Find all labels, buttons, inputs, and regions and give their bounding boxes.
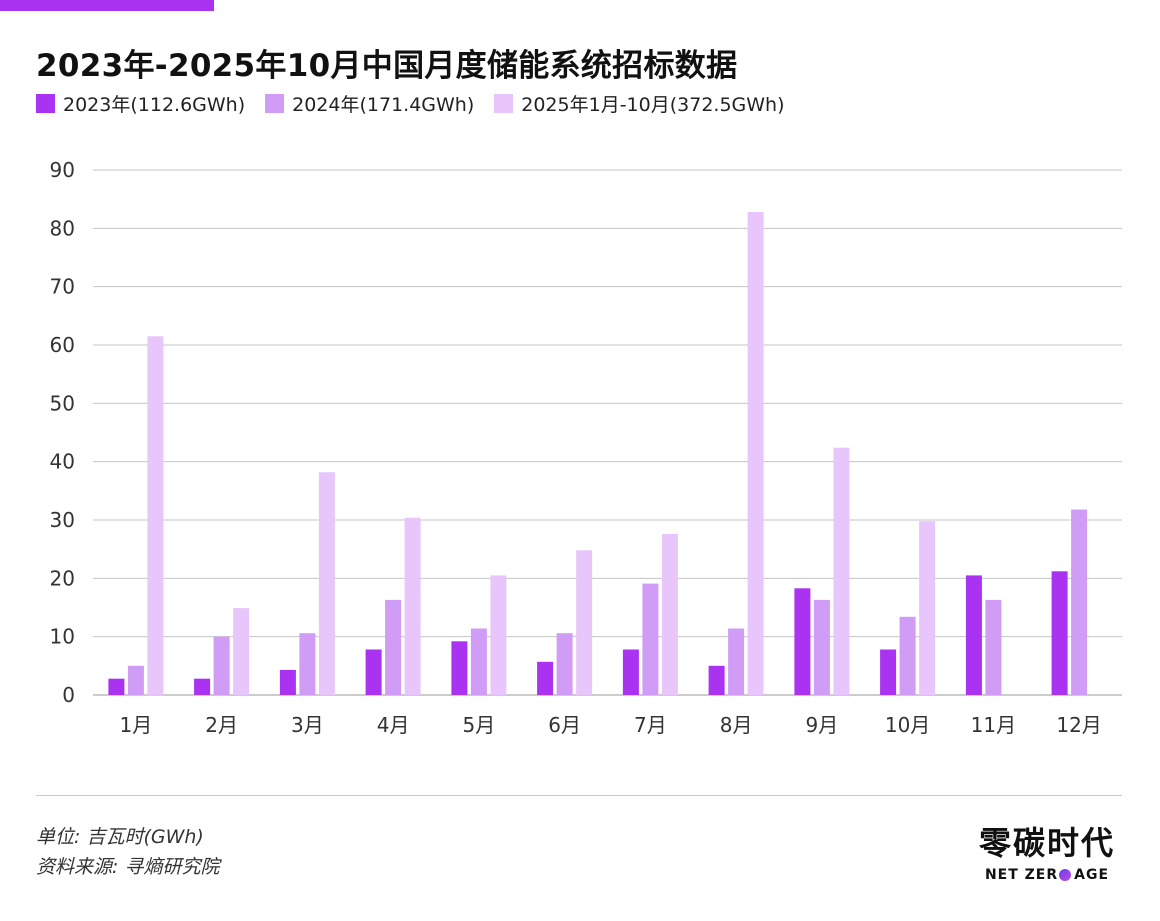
bar-series1-6 — [642, 583, 659, 695]
y-tick-label: 10 — [50, 625, 75, 649]
bar-series1-0 — [127, 665, 144, 695]
y-tick-label: 60 — [50, 333, 75, 357]
y-tick-label: 0 — [62, 683, 75, 707]
bar-series0-10 — [965, 575, 982, 695]
x-tick-label: 9月 — [806, 713, 839, 737]
bar-chart: 0 10 20 30 40 50 60 70 80 90 1月 2月 3月 4月 5月 6月 7月 8月 9月 10… — [50, 158, 1122, 737]
y-tick-label: 50 — [50, 391, 75, 415]
bar-series2-7 — [747, 212, 764, 695]
footer-divider — [36, 795, 1122, 796]
y-axis-ticks: 0 10 20 30 40 50 60 70 80 90 — [50, 158, 75, 707]
brand-name-cn: 零碳时代 — [978, 824, 1115, 862]
gradient-dot-icon — [1059, 869, 1072, 881]
bar-series1-5 — [556, 633, 573, 695]
bar-series1-9 — [899, 616, 916, 695]
bars — [108, 212, 1088, 696]
brand-logo: 零碳时代 NET ZER AGE — [972, 818, 1122, 883]
x-tick-label: 7月 — [634, 713, 667, 737]
y-tick-label: 20 — [50, 566, 75, 590]
y-tick-label: 80 — [50, 216, 75, 240]
bar-series0-1 — [194, 678, 211, 695]
bar-series1-7 — [728, 628, 745, 695]
bar-series0-0 — [108, 678, 125, 695]
bar-series2-2 — [318, 472, 335, 695]
bar-series2-8 — [833, 447, 850, 695]
bar-series0-7 — [708, 665, 725, 695]
x-tick-label: 4月 — [377, 713, 410, 737]
bar-series2-9 — [919, 521, 936, 695]
bar-series1-10 — [985, 599, 1002, 695]
x-tick-label: 6月 — [548, 713, 581, 737]
x-tick-label: 1月 — [120, 713, 153, 737]
chart-title: 2023年-2025年10月中国月度储能系统招标数据 — [36, 48, 738, 84]
accent-bar — [0, 0, 214, 11]
bar-series2-0 — [147, 336, 164, 696]
bar-series1-3 — [385, 599, 402, 695]
bar-series2-1 — [233, 608, 250, 695]
bar-series0-4 — [451, 641, 468, 695]
x-tick-label: 11月 — [971, 713, 1016, 737]
bar-series1-2 — [299, 633, 316, 695]
legend-swatch-2023 — [36, 94, 55, 113]
legend-swatch-2025 — [494, 94, 514, 113]
legend-item-2024: 2024年(171.4GWh) — [265, 90, 474, 117]
legend-label-2024: 2024年(171.4GWh) — [292, 94, 475, 116]
x-tick-label: 10月 — [885, 713, 930, 737]
source-note: 资料来源: 寻熵研究院 — [36, 856, 220, 878]
bar-series0-6 — [622, 649, 639, 695]
unit-note: 单位: 吉瓦时(GWh) — [36, 826, 204, 848]
bar-series0-11 — [1051, 571, 1068, 695]
bar-series0-8 — [794, 588, 811, 696]
y-tick-label: 90 — [50, 158, 75, 182]
x-tick-label: 3月 — [291, 713, 324, 737]
bar-series0-9 — [880, 649, 897, 695]
x-axis-ticks: 1月 2月 3月 4月 5月 6月 7月 8月 9月 10月 11月 12月 — [120, 713, 1102, 737]
legend-swatch-2024 — [265, 94, 285, 113]
x-tick-label: 2月 — [205, 713, 238, 737]
y-tick-label: 40 — [50, 450, 75, 474]
x-tick-label: 5月 — [463, 713, 496, 737]
x-tick-label: 8月 — [720, 713, 753, 737]
bar-series1-1 — [213, 636, 230, 695]
brand-name-en-left: NET ZER — [984, 867, 1059, 883]
brand-name-en-right: AGE — [1074, 867, 1110, 883]
bar-series2-4 — [490, 575, 507, 695]
legend-item-2025: 2025年1月-10月(372.5GWh) — [494, 90, 785, 117]
bar-series1-8 — [813, 599, 830, 695]
bar-series2-6 — [661, 534, 678, 695]
bar-series0-5 — [537, 661, 554, 696]
legend-label-2023: 2023年(112.6GWh) — [63, 94, 246, 116]
brand-name-en: NET ZER AGE — [972, 867, 1122, 883]
bar-series1-4 — [470, 628, 487, 695]
bar-series0-2 — [279, 669, 296, 695]
bar-series1-11 — [1071, 509, 1088, 695]
bar-series2-3 — [404, 517, 421, 695]
x-tick-label: 12月 — [1056, 713, 1101, 737]
legend: 2023年(112.6GWh) 2024年(171.4GWh) 2025年1月-… — [36, 90, 805, 117]
y-tick-label: 30 — [50, 508, 75, 532]
legend-item-2023: 2023年(112.6GWh) — [36, 90, 245, 117]
y-tick-label: 70 — [50, 275, 75, 299]
bar-series0-3 — [365, 649, 382, 695]
legend-label-2025: 2025年1月-10月(372.5GWh) — [521, 94, 785, 116]
grid-lines — [93, 169, 1122, 696]
bar-series2-5 — [576, 550, 593, 695]
